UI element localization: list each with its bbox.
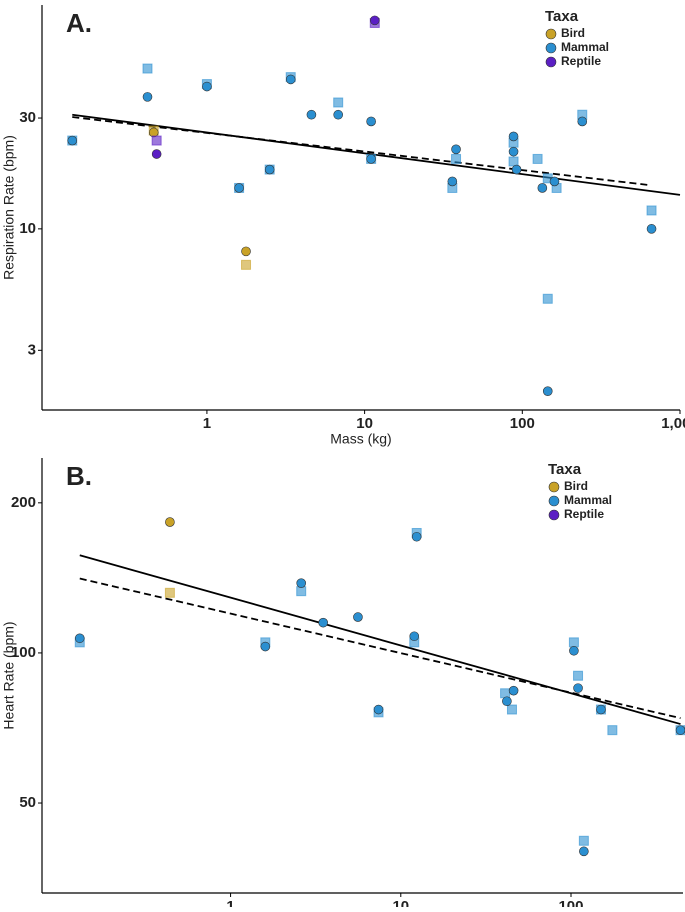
point [296,578,307,588]
point [451,144,461,155]
x-tick-label: 100 [558,898,583,907]
point [142,92,153,102]
legend-label: Mammal [561,40,609,54]
point [260,641,271,652]
point [67,135,78,146]
square-point [506,704,517,715]
point [646,224,657,234]
point [285,74,296,85]
square-point [151,135,162,146]
x-tick-label: 100 [510,415,535,432]
point [241,246,251,257]
y-tick-label: 50 [19,794,36,811]
point [151,149,162,159]
legend-marker [545,42,557,54]
panel-title: B. [66,461,92,491]
x-tick-label: 1 [203,415,211,432]
y-tick-label: 200 [11,494,36,511]
square-point [451,153,462,164]
fit-line [79,554,681,725]
square-point [607,725,618,736]
y-tick-label: 100 [11,644,36,661]
point [264,164,275,175]
legend-label: Bird [564,479,588,493]
point [411,531,422,542]
y-axis-label: Heart Rate (bpm) [1,621,17,729]
legend-marker [545,28,557,40]
legend-title: Taxa [545,8,579,25]
x-tick-label: 1,000 [661,415,685,432]
square-point [333,97,344,108]
legend-label: Reptile [564,507,604,521]
point [508,131,519,142]
square-point [532,153,543,164]
square-point [568,637,579,648]
point [369,15,380,26]
fit-line [79,577,681,720]
point [165,517,175,527]
point [511,164,522,175]
legend-marker [545,56,557,68]
square-point [573,670,584,681]
point [675,725,685,735]
point [306,109,317,120]
point [577,116,588,127]
point [549,176,560,187]
y-axis-label: Respiration Rate (bpm) [1,135,17,280]
point [373,704,384,715]
legend-marker [548,495,560,507]
legend-label: Mammal [564,493,612,507]
legend-label: Bird [561,26,585,40]
point [537,183,548,193]
point [542,386,553,397]
fit-line [72,116,652,187]
point [569,645,579,656]
square-point [164,587,175,598]
square-point [142,63,153,74]
point [409,631,420,642]
y-tick-label: 30 [19,109,36,126]
point [353,612,363,622]
square-point [578,835,589,846]
x-tick-label: 10 [356,415,373,432]
point [579,846,589,857]
square-point [542,293,553,304]
x-tick-label: 10 [392,898,409,907]
legend-marker [548,509,560,521]
point [508,685,519,696]
square-point [241,259,252,270]
x-axis-label: Mass (kg) [330,431,391,447]
y-tick-label: 3 [28,341,36,358]
y-tick-label: 10 [19,220,36,237]
point [333,109,343,120]
panel-title: A. [66,8,92,38]
point [596,704,606,715]
point [573,683,583,693]
point [366,116,376,127]
legend-title: Taxa [548,461,582,478]
legend-label: Reptile [561,54,601,68]
point [508,146,519,157]
point [234,183,244,193]
point [502,696,512,707]
square-point [646,205,657,216]
point [202,81,212,92]
point [447,176,458,187]
point [366,154,376,164]
x-tick-label: 1 [226,898,234,907]
square-point [508,156,519,167]
square-point [500,688,511,699]
square-point [296,586,307,597]
point [318,617,328,628]
legend-marker [548,481,560,493]
point [74,633,85,644]
